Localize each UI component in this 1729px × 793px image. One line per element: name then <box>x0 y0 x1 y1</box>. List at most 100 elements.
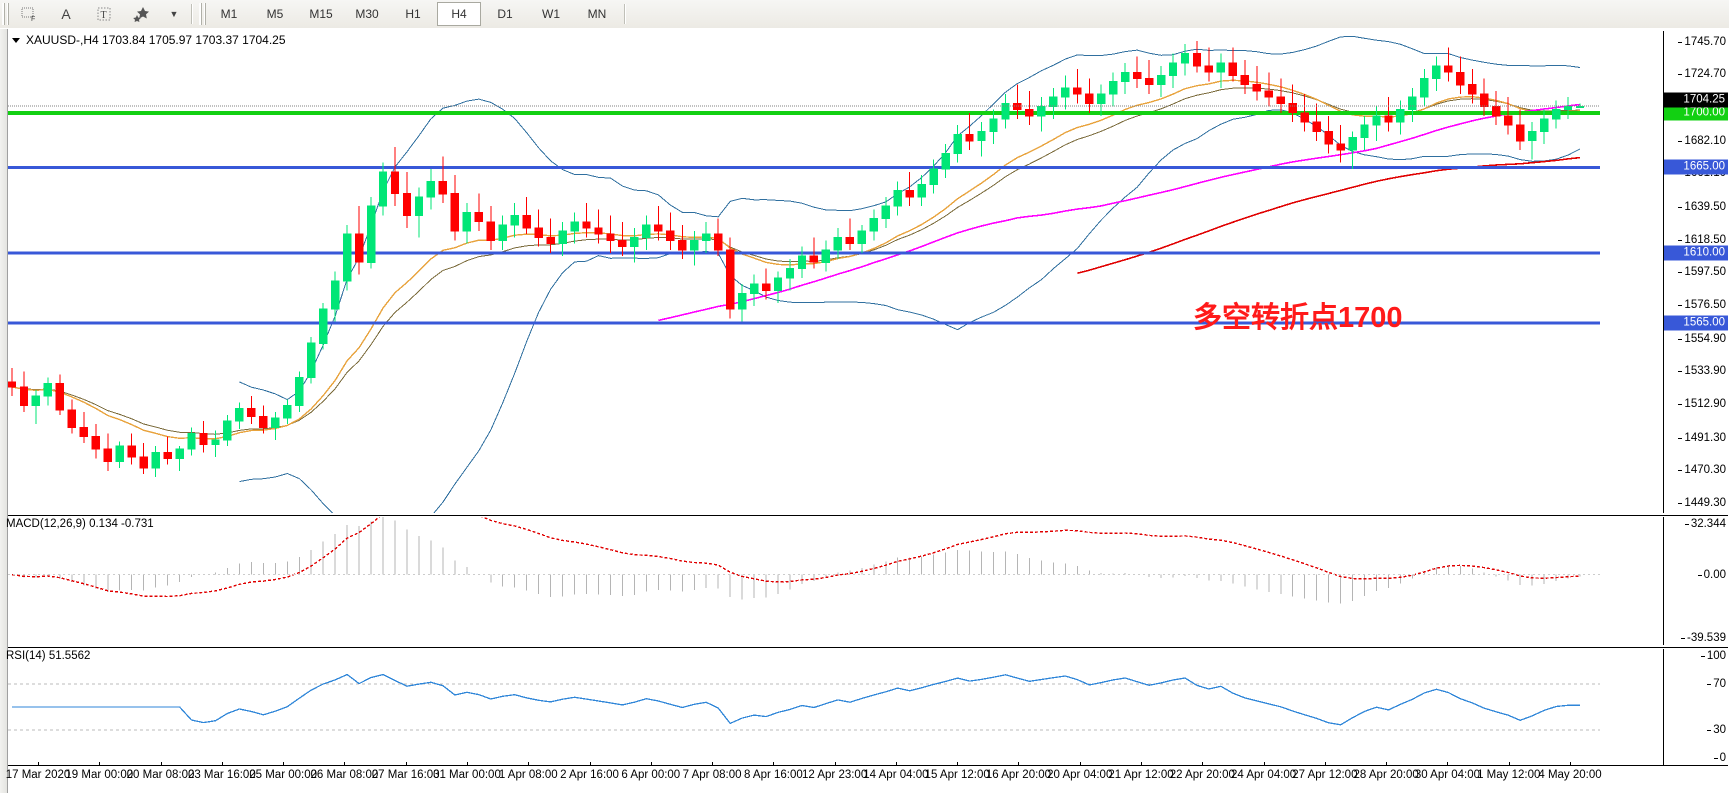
rsi-tick: 0 <box>1713 752 1726 764</box>
time-tick-mark <box>589 762 591 766</box>
svg-text:T: T <box>101 10 107 21</box>
time-tick-mark <box>895 762 897 766</box>
timeframe-m30[interactable]: M30 <box>355 7 379 21</box>
time-tick-label: 27 Apr 12:00 <box>1292 769 1358 781</box>
price-pane[interactable] <box>8 31 1728 513</box>
price-tick: 1618.50 <box>1678 233 1726 246</box>
time-tick-label: 6 Apr 00:00 <box>621 769 681 781</box>
time-tick-mark <box>773 762 775 766</box>
time-tick-label: 8 Apr 16:00 <box>743 769 803 781</box>
time-tick-label: 30 Apr 04:00 <box>1414 769 1481 781</box>
time-tick-label: 12 Apr 23:00 <box>802 769 868 781</box>
chart-area[interactable]: XAUUSD-,H4 1703.84 1705.97 1703.37 1704.… <box>0 28 1729 793</box>
last-price-tag: 1704.25 <box>1664 92 1728 108</box>
macd-chart-svg <box>8 517 1600 604</box>
price-level-tag[interactable]: 1610.00 <box>1664 245 1728 261</box>
time-tick-mark <box>1324 762 1326 766</box>
time-tick-label: 26 Mar 08:00 <box>310 769 379 781</box>
rsi-tick: 70 <box>1707 677 1726 690</box>
timeframe-d1[interactable]: D1 <box>497 7 513 21</box>
rsi-tick: 30 <box>1707 724 1726 737</box>
price-level-tag[interactable]: 1700.00 <box>1664 105 1728 121</box>
time-tick-label: 1 Apr 08:00 <box>498 769 558 781</box>
chart-annotation[interactable]: 多空转折点1700 <box>1193 302 1403 334</box>
time-tick-label: 28 Apr 20:00 <box>1353 769 1419 781</box>
price-tick: 1491.30 <box>1678 431 1726 444</box>
time-tick-mark <box>344 762 346 766</box>
time-tick-label: 20 Mar 08:00 <box>126 769 195 781</box>
time-tick-label: 23 Mar 16:00 <box>187 769 256 781</box>
price-tick: 1724.70 <box>1678 68 1726 81</box>
timeframe-mn[interactable]: MN <box>587 7 607 21</box>
time-tick-mark <box>405 762 407 766</box>
time-tick-mark <box>1508 762 1510 766</box>
objects-icon[interactable] <box>124 1 160 27</box>
collapse-caret-icon[interactable] <box>12 37 20 43</box>
time-tick-mark <box>160 762 162 766</box>
price-tick: 1470.30 <box>1678 464 1726 477</box>
symbol-ohlc-header: XAUUSD-,H4 1703.84 1705.97 1703.37 1704.… <box>12 33 286 47</box>
timeframe-m15[interactable]: M15 <box>309 7 333 21</box>
time-tick-label: 1 May 12:00 <box>1477 769 1541 781</box>
time-tick-label: 27 Mar 16:00 <box>371 769 440 781</box>
toolbar-separator <box>191 4 193 24</box>
time-tick-label: 21 Apr 12:00 <box>1108 769 1174 781</box>
text-label-icon[interactable]: A <box>61 6 71 22</box>
timeframe-grip[interactable] <box>199 3 206 25</box>
time-tick-label: 31 Mar 00:00 <box>433 769 501 781</box>
time-tick-mark <box>38 762 39 766</box>
timeframe-h4[interactable]: H4 <box>437 2 481 26</box>
rsi-divider <box>8 647 1728 648</box>
toolbar-grip[interactable] <box>2 3 9 25</box>
price-tick: 1533.90 <box>1678 365 1726 378</box>
time-tick-mark <box>99 762 101 766</box>
macd-pane[interactable] <box>8 517 1728 645</box>
price-tick: 1512.90 <box>1678 398 1726 411</box>
time-tick-label: 14 Apr 04:00 <box>863 769 929 781</box>
time-axis-divider <box>8 765 1728 766</box>
time-tick-mark <box>1202 762 1204 766</box>
time-tick-label: 15 Apr 12:00 <box>924 769 990 781</box>
price-scale[interactable]: 1745.701724.701682.101661.101639.501618.… <box>1663 31 1728 513</box>
time-tick-mark <box>1447 762 1449 766</box>
toolbar-separator-2 <box>624 4 626 24</box>
macd-tick: -39.539 <box>1680 632 1726 644</box>
rsi-label: RSI(14) 51.5562 <box>6 650 91 662</box>
time-tick-mark <box>1570 762 1571 766</box>
price-tick: 1554.90 <box>1678 332 1726 345</box>
time-tick-label: 7 Apr 08:00 <box>682 769 742 781</box>
timeframe-m1[interactable]: M1 <box>220 7 238 21</box>
rsi-scale[interactable]: 100 70 30 0 <box>1663 649 1728 765</box>
time-tick-mark <box>957 762 959 766</box>
macd-tick: 32.344 <box>1684 518 1726 530</box>
time-tick-label: 24 Apr 04:00 <box>1230 769 1297 781</box>
time-axis[interactable]: 17 Mar 2020 19 Mar 00:00 20 Mar 08:00 23 Ma… <box>6 762 1729 788</box>
rsi-pane[interactable] <box>8 649 1728 765</box>
macd-tick: 0.00 <box>1697 568 1726 581</box>
chevron-down-icon[interactable]: ▼ <box>169 9 179 19</box>
timeframe-m5[interactable]: M5 <box>266 7 284 21</box>
macd-scale[interactable]: 32.344 0.00 -39.539 <box>1663 517 1728 645</box>
price-tick: 1639.50 <box>1678 200 1726 213</box>
time-tick-mark <box>650 762 652 766</box>
rsi-chart-svg <box>8 673 1600 731</box>
time-tick-mark <box>528 762 530 766</box>
price-tick: 1576.50 <box>1678 299 1726 312</box>
svg-text:F: F <box>31 16 35 22</box>
time-tick-label: 16 Apr 20:00 <box>985 769 1052 781</box>
symbol-ohlc-text: XAUUSD-,H4 1703.84 1705.97 1703.37 1704.… <box>26 33 286 47</box>
time-tick-label: 25 Mar 00:00 <box>249 769 317 781</box>
time-tick-mark <box>466 762 468 766</box>
price-level-tag[interactable]: 1565.00 <box>1664 315 1728 331</box>
time-tick-mark <box>1079 762 1081 766</box>
timeframe-w1[interactable]: W1 <box>542 7 560 21</box>
text-box-icon[interactable]: T <box>86 1 122 27</box>
price-tick: 1597.50 <box>1678 266 1726 279</box>
timeframe-h1[interactable]: H1 <box>405 7 421 21</box>
time-tick-mark <box>1386 762 1388 766</box>
time-tick-mark <box>834 762 836 766</box>
grid-f-icon[interactable]: F <box>10 1 46 27</box>
macd-label: MACD(12,26,9) 0.134 -0.731 <box>6 518 154 530</box>
price-level-tag[interactable]: 1665.00 <box>1664 159 1728 175</box>
